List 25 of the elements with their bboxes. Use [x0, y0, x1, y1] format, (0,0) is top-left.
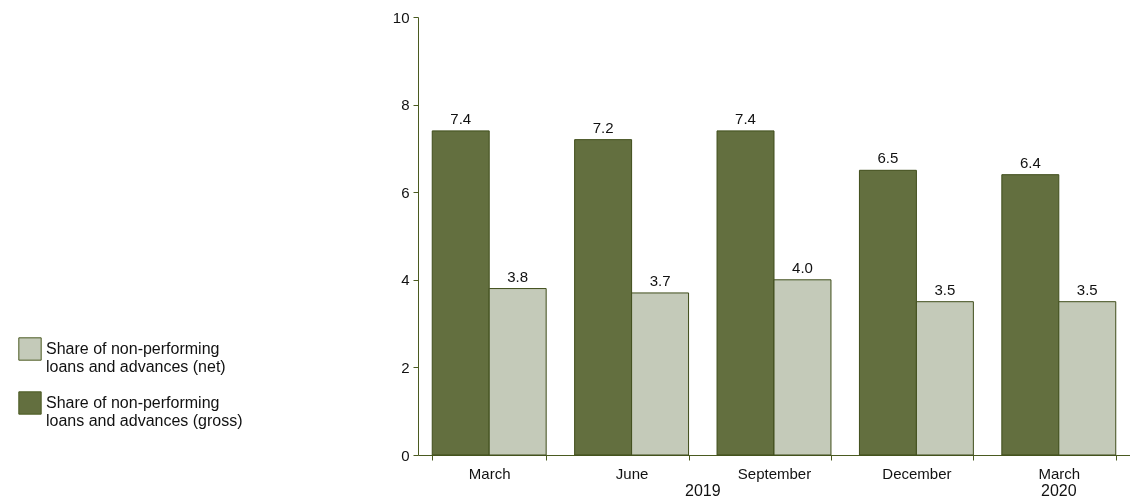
data-label: 3.8	[507, 267, 529, 285]
x-tick-label: March	[1038, 464, 1081, 482]
data-label: 7.4	[735, 109, 756, 127]
y-tick-label: 4	[401, 271, 410, 289]
data-label: 3.5	[934, 280, 956, 298]
data-label: 7.2	[592, 118, 614, 136]
x-tick-label: March	[468, 464, 511, 482]
x-tick-label: June	[615, 464, 649, 482]
x-tick-label: December	[882, 464, 952, 482]
text: 2020	[1041, 482, 1077, 499]
y-tick-label: 0	[401, 446, 410, 464]
data-label: 6.4	[1019, 153, 1041, 171]
data-label: 3.5	[1076, 280, 1098, 298]
data-label: 4.0	[792, 258, 813, 276]
y-tick-label: 10	[392, 8, 410, 26]
data-label: 3.7	[649, 271, 671, 289]
x-tick-label: September	[737, 464, 812, 482]
y-tick-label: 8	[401, 96, 410, 114]
data-label: 6.5	[877, 149, 899, 167]
y-tick-label: 6	[401, 183, 410, 201]
y-tick-label: 2	[401, 358, 410, 376]
text: 2019	[685, 482, 721, 499]
data-label: 7.4	[450, 109, 472, 127]
legend-label: Share of non-performing loans and advances (net)	[46, 340, 226, 375]
legend-label: Share of non-performing loans and advances (gross)	[46, 394, 243, 429]
